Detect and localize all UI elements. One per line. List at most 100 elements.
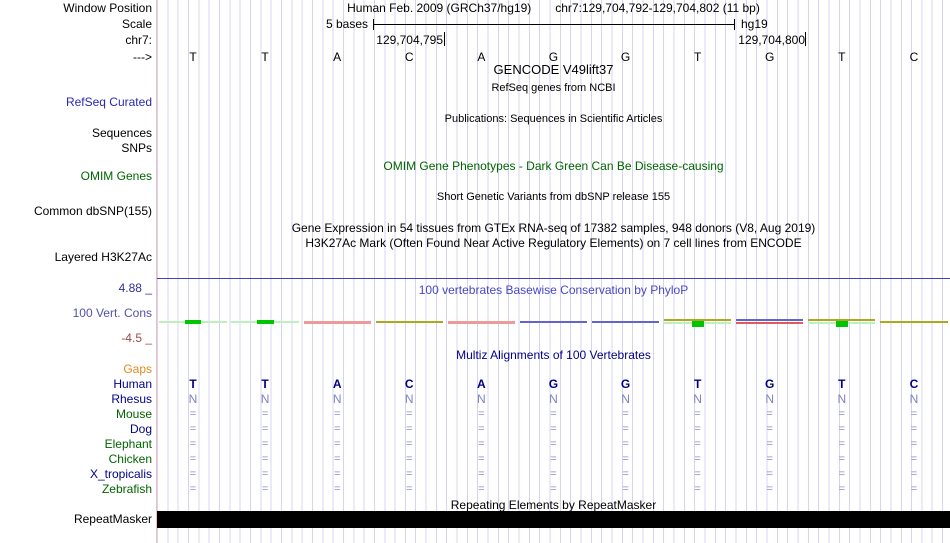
multiz-cell-elephant: =	[189, 438, 197, 450]
conservation-max-value: 4.88 _	[118, 281, 152, 295]
phylop-segment-olive_green	[663, 315, 733, 329]
multiz-cell-x_tropicalis: =	[766, 468, 773, 480]
phylop-segment-olive_green	[807, 315, 877, 329]
phylop-segment-green_dash	[230, 315, 300, 329]
multiz-cell-zebrafish: =	[189, 483, 197, 495]
multiz-cell-elephant: =	[910, 438, 918, 450]
multiz-cell-mouse: =	[694, 408, 701, 420]
multiz-cell-zebrafish: =	[694, 483, 701, 495]
track-subtitle-refseq[interactable]: RefSeq genes from NCBI	[491, 82, 616, 94]
multiz-cell-human: T	[838, 377, 846, 391]
sidebar-track-sequences[interactable]: Sequences	[91, 126, 152, 140]
sidebar-track-snps[interactable]: SNPs	[121, 141, 152, 155]
sidebar-track-repeatmasker[interactable]: RepeatMasker	[73, 512, 152, 526]
multiz-cell-rhesus: N	[260, 392, 270, 406]
track-title-repeatmasker[interactable]: Repeating Elements by RepeatMasker	[450, 498, 657, 512]
multiz-cell-rhesus: N	[188, 392, 198, 406]
wiggle-line	[591, 321, 660, 323]
window-position-title: Human Feb. 2009 (GRCh37/hg19) chr7:129,70…	[157, 1, 950, 15]
track-title-gencode[interactable]: GENCODE V49lift37	[493, 62, 614, 77]
assembly-short-label: hg19	[741, 17, 768, 31]
scale-bar-left-tick	[373, 19, 374, 30]
track-title-publications[interactable]: Publications: Sequences in Scientific Ar…	[444, 113, 663, 125]
sidebar-species-dog[interactable]: Dog	[129, 422, 152, 436]
multiz-cell-x_tropicalis: =	[838, 468, 846, 480]
multiz-cell-dog: =	[910, 423, 918, 435]
sidebar-track-common-dbsnp[interactable]: Common dbSNP(155)	[33, 204, 152, 218]
track-title-gtex[interactable]: Gene Expression in 54 tissues from GTEx …	[291, 221, 816, 235]
wiggle-line	[185, 320, 202, 324]
wiggle-line	[375, 321, 443, 323]
multiz-cell-mouse: =	[478, 408, 485, 420]
multiz-cell-elephant: =	[478, 438, 485, 450]
wiggle-line	[808, 319, 876, 321]
multiz-cell-rhesus: N	[404, 392, 414, 406]
sidebar-species-x_tropicalis[interactable]: X_tropicalis	[89, 467, 152, 481]
track-title-h3k27ac[interactable]: H3K27Ac Mark (Often Found Near Active Re…	[305, 236, 802, 250]
wiggle-line	[836, 321, 849, 327]
assembly-title: Human Feb. 2009 (GRCh37/hg19)	[347, 1, 532, 15]
track-left-edge-line	[156, 0, 157, 543]
multiz-cell-x_tropicalis: =	[622, 468, 629, 480]
multiz-cell-elephant: =	[622, 438, 629, 450]
sequence-base: A	[477, 50, 486, 64]
sidebar-species-human[interactable]: Human	[113, 377, 152, 391]
multiz-cell-mouse: =	[189, 408, 197, 420]
sequence-base: T	[693, 50, 702, 64]
sidebar-species-mouse[interactable]: Mouse	[115, 407, 152, 421]
multiz-cell-chicken: =	[406, 453, 413, 465]
sidebar-species-rhesus[interactable]: Rhesus	[111, 392, 152, 406]
multiz-cell-rhesus: N	[765, 392, 775, 406]
wiggle-line	[736, 319, 804, 321]
multiz-cell-x_tropicalis: =	[478, 468, 485, 480]
multiz-cell-rhesus: N	[332, 392, 342, 406]
sidebar-track-layered-h3k27ac[interactable]: Layered H3K27Ac	[54, 250, 152, 264]
sidebar-species-elephant[interactable]: Elephant	[104, 437, 152, 451]
sidebar-track-100-vert-cons[interactable]: 100 Vert. Cons	[72, 306, 152, 320]
multiz-cell-human: C	[909, 377, 919, 391]
sidebar-track-refseq-curated[interactable]: RefSeq Curated	[65, 95, 152, 109]
sidebar-species-chicken[interactable]: Chicken	[108, 452, 152, 466]
scale-bar-line	[373, 24, 734, 25]
wiggle-line	[303, 321, 371, 324]
sidebar-track-omim-genes[interactable]: OMIM Genes	[80, 169, 152, 183]
multiz-cell-dog: =	[838, 423, 846, 435]
multiz-cell-zebrafish: =	[478, 483, 485, 495]
window-position-label: Window Position	[63, 1, 152, 15]
multiz-cell-elephant: =	[838, 438, 846, 450]
wiggle-line	[519, 321, 588, 323]
phylop-segment-pink	[302, 315, 372, 329]
sidebar-species-zebrafish[interactable]: Zebrafish	[101, 482, 152, 496]
multiz-cell-dog: =	[189, 423, 197, 435]
multiz-cell-dog: =	[333, 423, 341, 435]
multiz-cell-human: T	[189, 377, 197, 391]
multiz-cell-rhesus: N	[693, 392, 702, 406]
track-title-dbsnp[interactable]: Short Genetic Variants from dbSNP releas…	[436, 191, 671, 203]
multiz-cell-rhesus: N	[837, 392, 847, 406]
track-title-phylop[interactable]: 100 vertebrates Basewise Conservation by…	[418, 283, 689, 297]
multiz-cell-x_tropicalis: =	[189, 468, 197, 480]
sequence-base: T	[189, 50, 197, 64]
repeatmasker-element-bar[interactable]	[157, 511, 950, 528]
multiz-cell-mouse: =	[766, 408, 773, 420]
multiz-cell-zebrafish: =	[406, 483, 413, 495]
wiggle-line	[664, 319, 732, 321]
multiz-cell-mouse: =	[910, 408, 918, 420]
multiz-cell-x_tropicalis: =	[261, 468, 269, 480]
phylop-segment-blue	[591, 315, 661, 329]
ruler-label-right: 129,704,800	[738, 33, 805, 47]
track-title-omim[interactable]: OMIM Gene Phenotypes - Dark Green Can Be…	[383, 159, 724, 173]
track-divider-line	[157, 278, 950, 279]
sequence-base: T	[261, 50, 269, 64]
conservation-min-value: -4.5 _	[121, 331, 152, 345]
sidebar-species-gaps[interactable]: Gaps	[123, 362, 152, 376]
phylop-segment-olive	[374, 315, 444, 329]
track-title-multiz[interactable]: Multiz Alignments of 100 Vertebrates	[456, 348, 651, 362]
multiz-cell-rhesus: N	[549, 392, 558, 406]
multiz-cell-chicken: =	[910, 453, 918, 465]
wiggle-line	[880, 321, 948, 323]
strand-arrow-label[interactable]: --->	[133, 50, 152, 64]
multiz-cell-mouse: =	[261, 408, 269, 420]
multiz-cell-zebrafish: =	[550, 483, 557, 495]
